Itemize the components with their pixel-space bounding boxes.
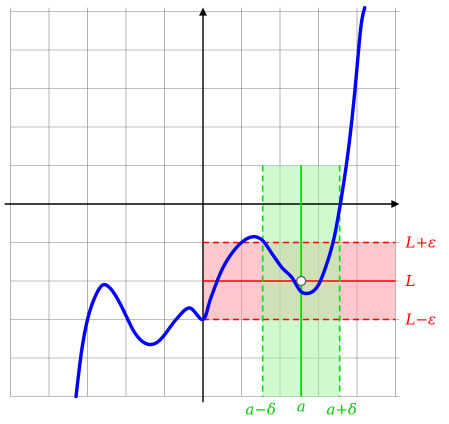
limit-point-hole <box>297 277 306 286</box>
tick-label-a: a <box>297 398 306 416</box>
tick-label-l: L <box>405 272 416 290</box>
tick-label-a-minus-delta: a−δ <box>245 401 276 419</box>
tick-label-l-minus-epsilon: L−ε <box>405 311 437 329</box>
tick-label-l-plus-epsilon: L+ε <box>405 234 437 252</box>
tick-label-a-plus-delta: a+δ <box>326 401 357 419</box>
